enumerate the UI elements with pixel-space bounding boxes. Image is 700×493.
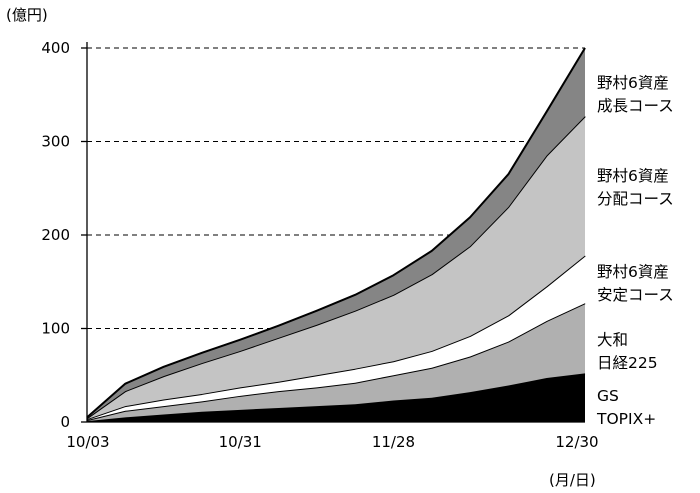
y-tick-label: 0: [60, 413, 70, 431]
x-tick-label: 10/03: [66, 433, 109, 451]
series-label: 野村6資産: [597, 167, 669, 185]
x-tick-label: 12/30: [555, 433, 598, 451]
series-label: 日経225: [597, 354, 658, 372]
axes: [81, 42, 585, 423]
x-axis-unit-label: (月/日): [549, 471, 596, 489]
y-tick-label: 100: [41, 320, 70, 338]
series-area-4: [87, 116, 585, 420]
series-label: 野村6資産: [597, 74, 669, 92]
x-tick-label: 11/28: [372, 433, 415, 451]
series-label: 分配コース: [597, 190, 674, 208]
series-area-2: [87, 303, 585, 422]
y-axis-unit-label: (億円): [6, 6, 48, 24]
tick-labels: 0 100 200 300 400 10/03 10/31 11/28 12/30: [41, 39, 598, 451]
series-label: 安定コース: [597, 286, 674, 304]
series-label: 野村6資産: [597, 263, 669, 281]
y-tick-label: 300: [41, 133, 70, 151]
series-area-5: [87, 48, 585, 419]
series-line-5: [86, 47, 586, 419]
series-label: 成長コース: [597, 97, 674, 115]
series-label: TOPIX+: [596, 410, 656, 428]
series-label: GS: [597, 387, 619, 405]
y-tick-label: 200: [41, 226, 70, 244]
series-areas: [86, 47, 586, 423]
series-area-1: [87, 373, 585, 422]
x-tick-label: 10/31: [219, 433, 262, 451]
series-labels: GSTOPIX+大和日経225野村6資産安定コース野村6資産分配コース野村6資産…: [596, 74, 674, 428]
y-tick-label: 400: [41, 39, 70, 57]
series-area-3: [87, 255, 585, 421]
series-label: 大和: [597, 331, 628, 349]
